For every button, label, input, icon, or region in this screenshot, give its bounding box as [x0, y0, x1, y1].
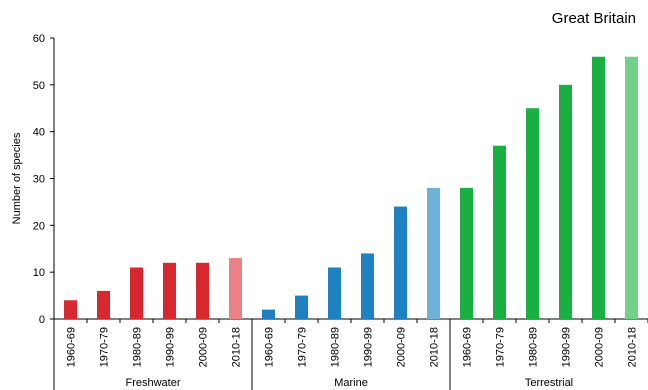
x-tick-label: 1960-69: [462, 327, 474, 367]
x-tick-label: 2010-18: [429, 327, 441, 367]
x-tick-label: 2010-18: [627, 327, 639, 367]
x-tick-label: 1960-69: [66, 327, 78, 367]
group-label: Terrestrial: [525, 377, 573, 389]
axes: 0 10 20 30 40 50 60: [33, 33, 648, 390]
bar: [625, 56, 638, 319]
y-tick-label: 40: [33, 127, 45, 139]
x-tick-labels: 1960-69 1970-79 1980-89 1990-99 2000-09 2010-…: [66, 327, 639, 367]
x-tick-label: 1990-99: [561, 327, 573, 367]
bar: [328, 267, 341, 319]
bar: [64, 300, 77, 319]
bar: [295, 295, 308, 319]
bar: [97, 290, 110, 319]
x-tick-label: 2010-18: [231, 327, 243, 367]
x-tick-label: 1990-99: [363, 327, 375, 367]
bar: [493, 145, 506, 319]
bar: [262, 309, 275, 319]
y-tick-label: 10: [33, 267, 45, 279]
x-tick-label: 1980-89: [132, 327, 144, 367]
bar: [460, 187, 473, 319]
bar: [394, 206, 407, 319]
x-tick-label: 1980-89: [330, 327, 342, 367]
region-label: Great Britain: [551, 10, 636, 27]
bar: [163, 262, 176, 319]
y-axis-label-group: Number of species: [11, 132, 23, 224]
bars: [64, 56, 638, 319]
group-label: Freshwater: [125, 377, 180, 389]
x-tick-label: 1990-99: [165, 327, 177, 367]
x-tick-label: 2000-09: [594, 327, 606, 367]
y-tick-label: 30: [33, 174, 45, 186]
y-tick-label: 50: [33, 80, 45, 92]
x-tick-label: 1980-89: [528, 327, 540, 367]
bar: [559, 84, 572, 319]
bar: [196, 262, 209, 319]
y-tick-label: 60: [33, 33, 45, 45]
y-tick-label: 0: [39, 314, 45, 326]
x-tick-label: 2000-09: [396, 327, 408, 367]
x-tick-label: 2000-09: [198, 327, 210, 367]
x-tick-label: 1970-79: [495, 327, 507, 367]
group-label: Marine: [334, 377, 368, 389]
x-tick-label: 1970-79: [99, 327, 111, 367]
bar: [361, 253, 374, 319]
bar: [130, 267, 143, 319]
x-tick-label: 1960-69: [264, 327, 276, 367]
x-tick-label: 1970-79: [297, 327, 309, 367]
y-axis-label: Number of species: [11, 132, 23, 224]
bar: [427, 187, 440, 319]
bar: [592, 56, 605, 319]
y-tick-label: 20: [33, 220, 45, 232]
bar: [229, 258, 242, 319]
group-labels: Freshwater Marine Terrestrial: [125, 377, 573, 389]
bar: [526, 108, 539, 319]
